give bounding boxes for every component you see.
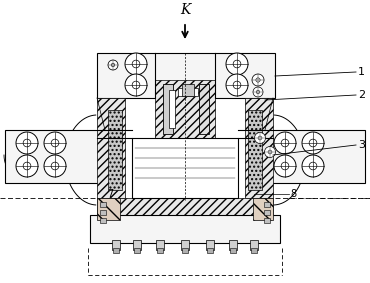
Bar [157, 248, 163, 253]
Circle shape [302, 132, 324, 154]
Polygon shape [253, 198, 273, 220]
Bar [182, 248, 188, 253]
Circle shape [302, 155, 324, 177]
Bar [250, 240, 258, 250]
Text: K: K [180, 3, 190, 17]
Bar [182, 84, 194, 96]
Circle shape [44, 155, 66, 177]
Circle shape [274, 155, 296, 177]
Circle shape [226, 74, 248, 96]
Bar [264, 202, 270, 207]
Circle shape [265, 147, 276, 158]
Text: 2: 2 [358, 90, 365, 100]
Bar [133, 240, 141, 250]
Bar [97, 98, 125, 198]
Bar [108, 110, 122, 190]
Bar [100, 218, 106, 223]
Circle shape [252, 74, 264, 86]
Bar [155, 80, 215, 138]
Bar [264, 210, 270, 215]
Bar [206, 240, 214, 250]
Bar [113, 248, 119, 253]
Bar [251, 248, 257, 253]
Bar [229, 240, 237, 250]
Circle shape [255, 132, 266, 143]
Text: 1: 1 [358, 67, 365, 77]
Bar [156, 240, 164, 250]
Bar [97, 53, 275, 98]
Text: 8: 8 [290, 189, 296, 199]
Bar [163, 84, 173, 134]
Circle shape [125, 53, 147, 75]
Bar [112, 240, 120, 250]
Bar [245, 98, 273, 198]
Bar [230, 248, 236, 253]
Circle shape [253, 87, 263, 97]
Bar [199, 84, 209, 134]
Bar [90, 215, 280, 243]
Bar [265, 130, 365, 183]
Bar [134, 248, 140, 253]
Circle shape [226, 53, 248, 75]
Bar [181, 240, 189, 250]
Bar [97, 198, 273, 220]
Circle shape [125, 74, 147, 96]
Bar [207, 248, 213, 253]
Bar [264, 218, 270, 223]
Text: 3: 3 [358, 140, 365, 150]
Bar [169, 90, 175, 128]
Circle shape [44, 132, 66, 154]
Text: 7: 7 [107, 189, 113, 199]
Circle shape [16, 132, 38, 154]
Bar [132, 138, 238, 198]
Bar [5, 130, 105, 183]
Circle shape [274, 132, 296, 154]
Bar [178, 88, 198, 96]
Bar [248, 110, 262, 190]
Bar [100, 202, 106, 207]
Bar [100, 210, 106, 215]
Polygon shape [97, 198, 120, 220]
Circle shape [16, 155, 38, 177]
Circle shape [108, 60, 118, 70]
